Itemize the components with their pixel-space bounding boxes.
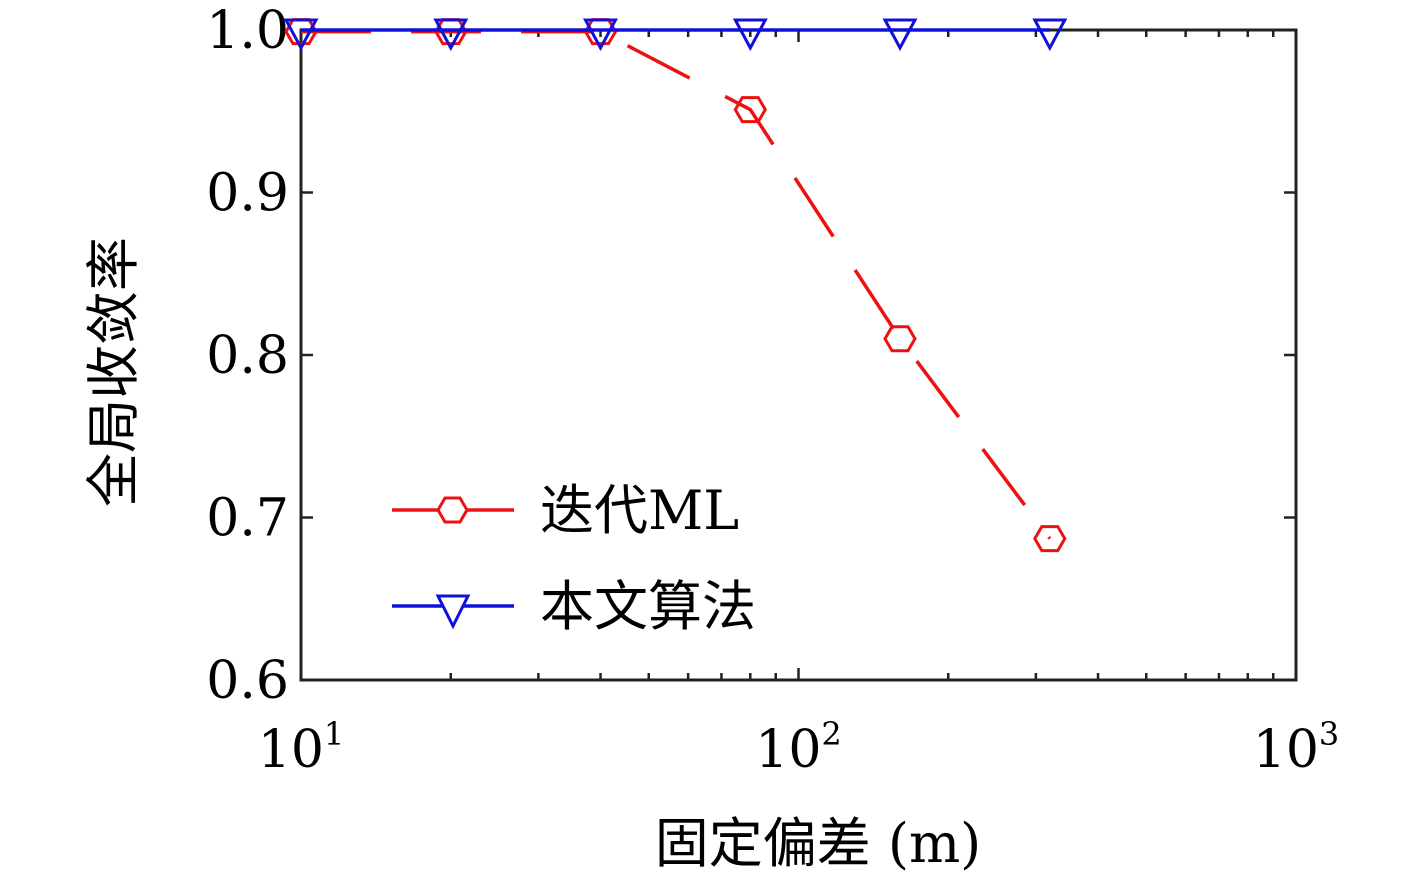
legend-marker-proposed — [435, 594, 471, 630]
x-axis-title: 固定偏差 (m) — [655, 812, 982, 875]
axis-ticks: 0.6 0.7 0.8 0.9 1.0 101 102 103 — [206, 1, 1339, 780]
legend-label-iterative-ml: 迭代ML — [540, 479, 739, 542]
legend-marker-iterative-ml — [436, 496, 469, 524]
legend: 迭代ML 本文算法 — [392, 479, 756, 638]
y-axis-title: 全局收敛率 — [82, 237, 145, 507]
series-1-point — [882, 18, 918, 52]
series-layer — [283, 18, 1068, 553]
series-1-point — [283, 18, 319, 52]
series-1-point — [1032, 18, 1068, 52]
series-1-point — [433, 18, 469, 52]
legend-label-proposed: 本文算法 — [540, 575, 756, 638]
series-line-0 — [301, 29, 1052, 540]
series-0-point — [1033, 525, 1067, 553]
x-tick-label: 102 — [755, 715, 842, 780]
y-tick-label: 0.6 — [206, 651, 289, 711]
series-0-point — [733, 96, 768, 124]
y-tick-label: 1.0 — [206, 1, 289, 61]
series-0-point — [883, 325, 917, 353]
y-tick-label: 0.9 — [206, 164, 289, 224]
legend-item-proposed: 本文算法 — [392, 575, 756, 638]
x-tick-label: 101 — [258, 715, 345, 780]
y-tick-label: 0.7 — [206, 489, 289, 549]
legend-item-iterative-ml: 迭代ML — [392, 479, 739, 542]
series-1-point — [732, 18, 768, 52]
x-tick-label: 103 — [1253, 715, 1340, 780]
series-1-point — [582, 18, 619, 52]
plot-frame — [299, 28, 1298, 682]
y-tick-label: 0.8 — [206, 326, 289, 386]
